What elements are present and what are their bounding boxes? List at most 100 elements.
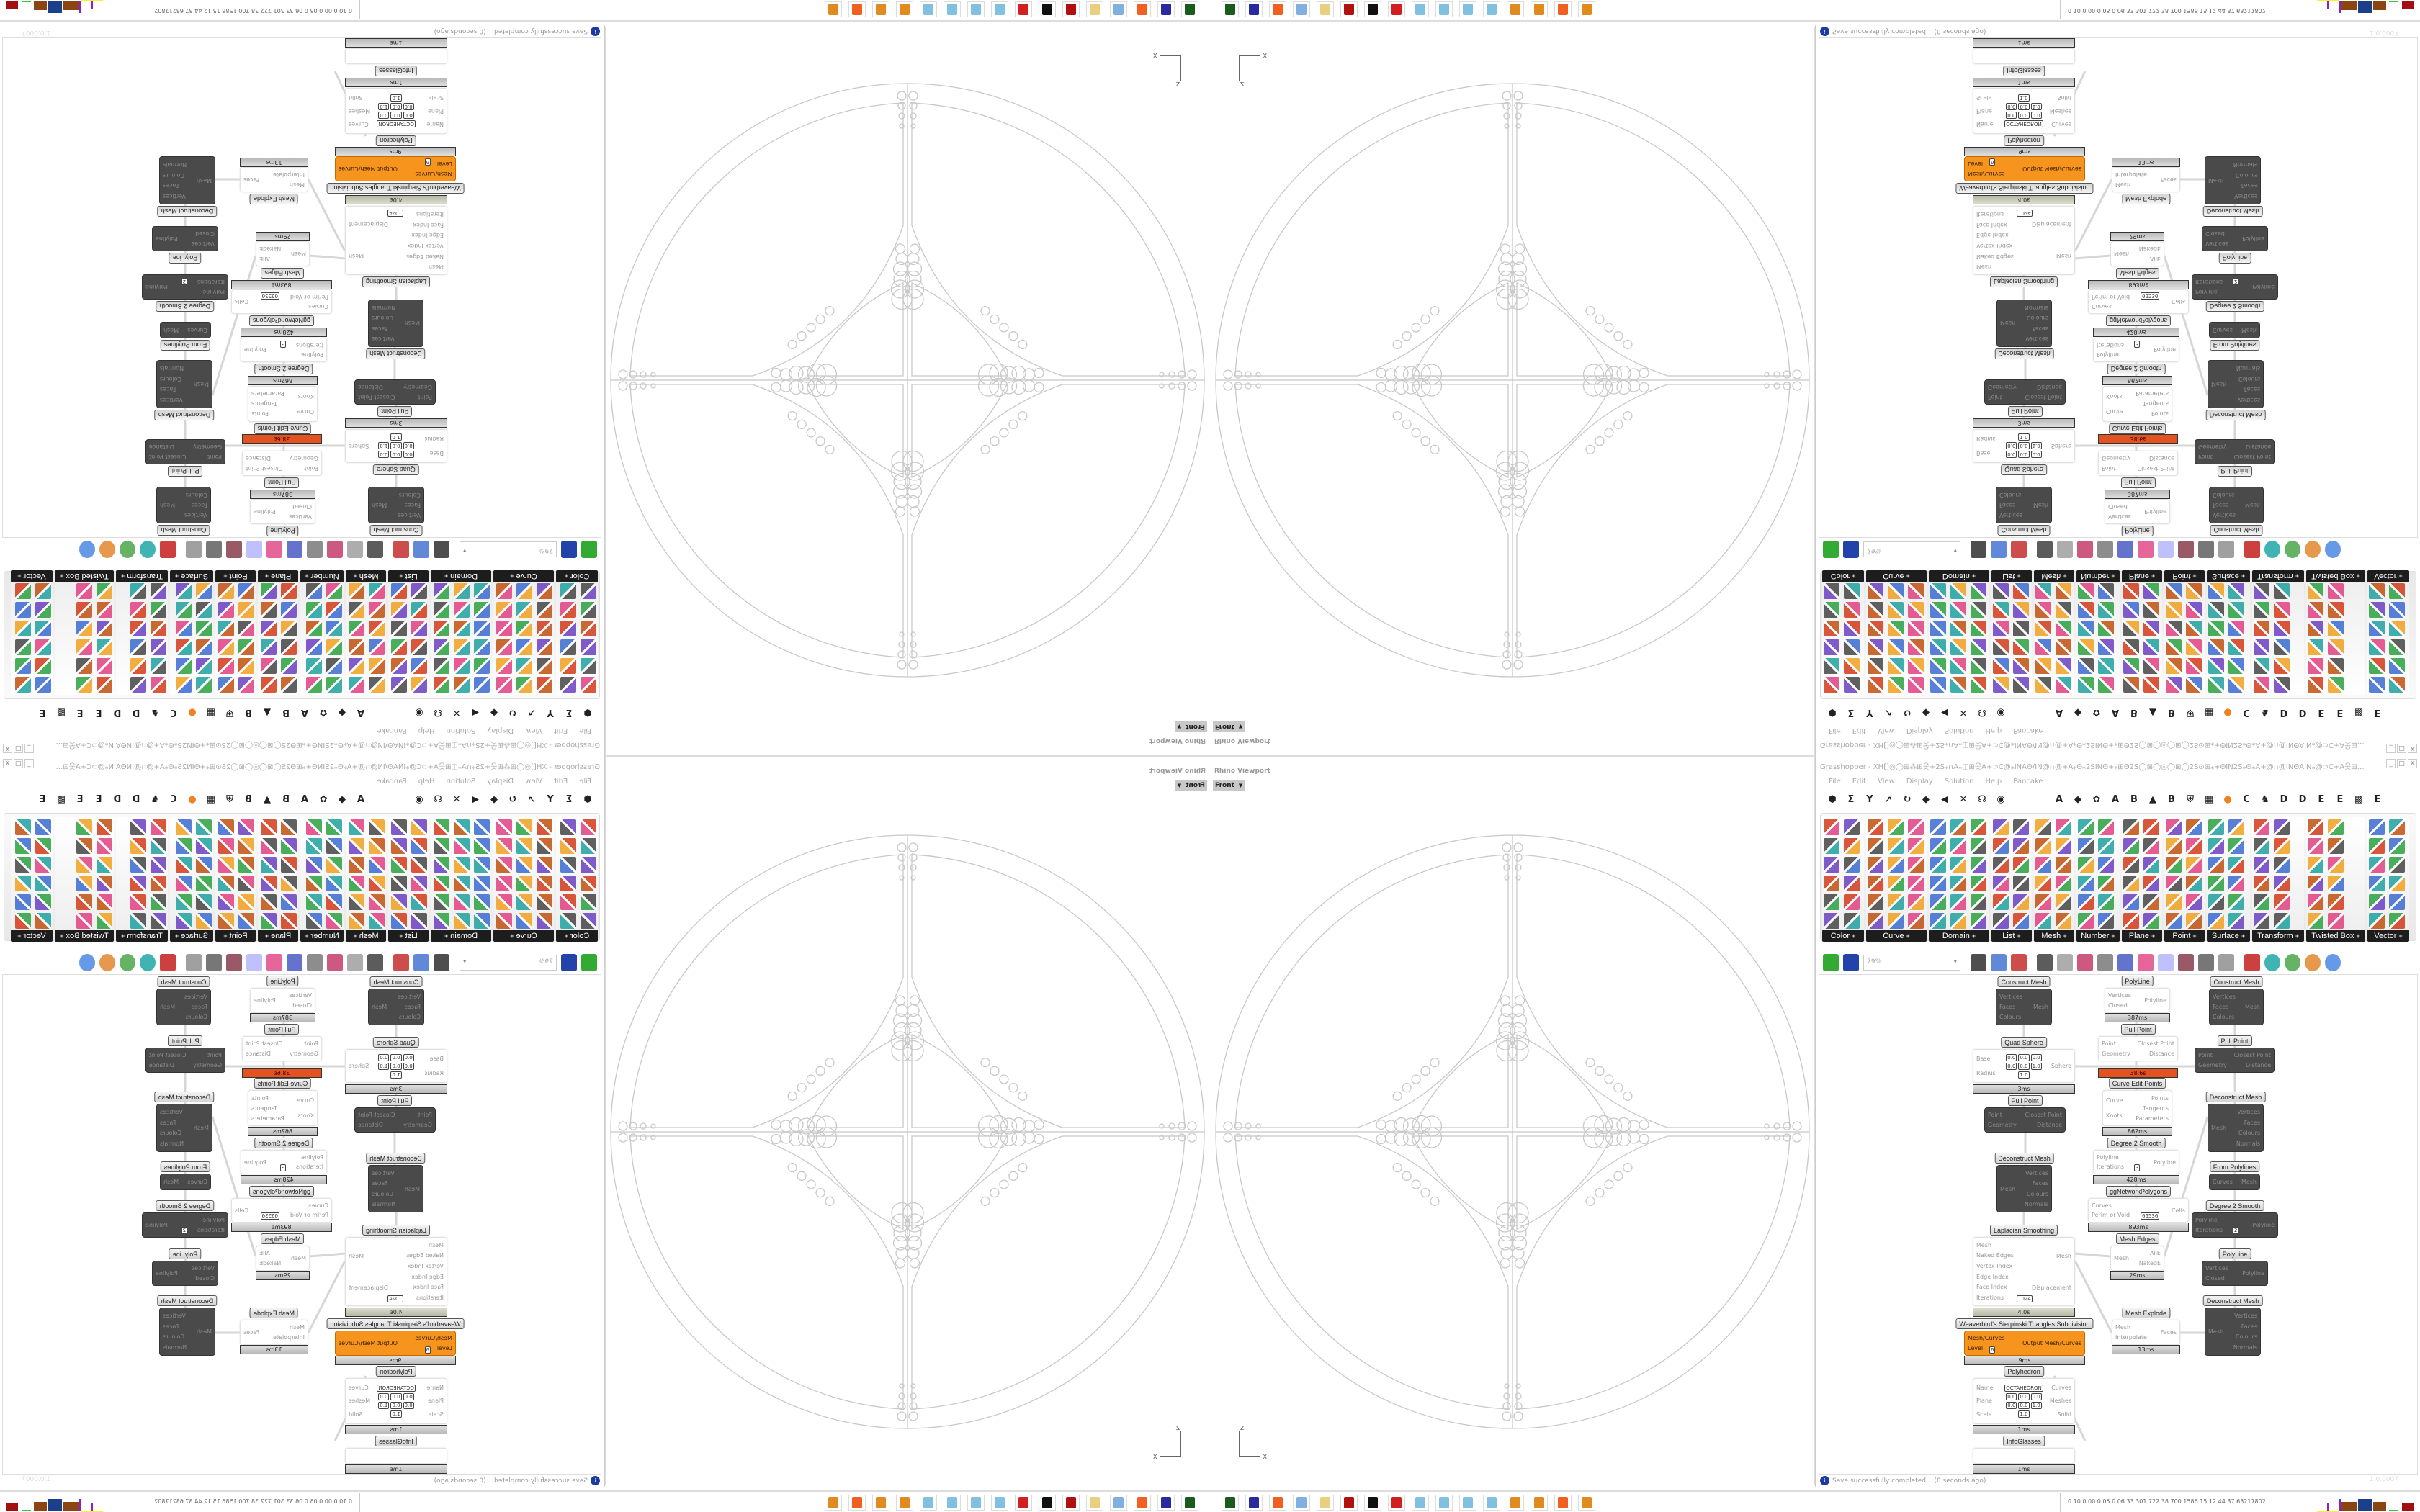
wire-icon[interactable] [226, 541, 242, 558]
component-icon[interactable] [2369, 639, 2385, 655]
component-icon[interactable] [434, 621, 449, 636]
component-icon[interactable] [2186, 894, 2202, 910]
output-param[interactable]: Faces [2032, 1180, 2048, 1187]
component-icon[interactable] [261, 658, 277, 674]
component-icon[interactable] [2013, 857, 2029, 873]
component-body[interactable]: Mesh/Curves Level Output Mesh/Curves 6 [335, 1331, 456, 1356]
component-icon[interactable] [2013, 583, 2029, 599]
component-icon[interactable] [97, 876, 112, 891]
component-body[interactable]: Mesh Interpolate Faces [240, 1320, 308, 1345]
input-param[interactable]: Base [1976, 1056, 1991, 1063]
taskbar-app-paint[interactable] [920, 1495, 937, 1511]
value-field[interactable]: 1.0 [378, 1402, 390, 1409]
component-icon[interactable] [2186, 677, 2202, 693]
component-icon[interactable] [581, 857, 596, 873]
plugin-icon[interactable]: E [39, 793, 46, 805]
input-param[interactable]: Geometry [2102, 455, 2130, 462]
plugin-icon[interactable]: ⬢ [1828, 707, 1837, 719]
plugin-icon[interactable]: A [357, 793, 365, 805]
input-param[interactable]: Vertices [2213, 993, 2236, 1000]
component-icon[interactable] [391, 819, 407, 835]
plugin-icon[interactable]: ↻ [1903, 793, 1912, 805]
component-icon[interactable] [2208, 639, 2224, 655]
value-field[interactable]: 3 [279, 341, 286, 348]
value-field[interactable]: 0.0 [378, 451, 390, 459]
input-param[interactable]: Name [1976, 121, 1994, 128]
taskbar-app-paint[interactable] [991, 1, 1008, 17]
plugin-icon[interactable]: B [282, 707, 290, 719]
value-field[interactable]: 0.0 [2006, 442, 2017, 450]
component-icon[interactable] [2228, 583, 2244, 599]
input-param[interactable]: Vertices [2213, 512, 2236, 519]
component-icon[interactable] [35, 819, 51, 835]
component-icon[interactable] [2013, 677, 2029, 693]
component-icon[interactable] [281, 819, 297, 835]
component-icon[interactable] [2228, 838, 2244, 854]
component-icon[interactable] [97, 894, 112, 910]
plugin-icon[interactable]: B [2168, 793, 2175, 805]
component-icon[interactable] [35, 602, 51, 618]
value-field[interactable]: 2 [181, 278, 187, 285]
component-body[interactable]: Mesh AllE NakedE [2110, 1246, 2164, 1271]
component-icon[interactable] [35, 658, 51, 674]
value-field[interactable]: 0.0 [403, 1053, 414, 1061]
input-param[interactable]: Vertices [192, 240, 215, 247]
taskbar-app-solidworks[interactable] [1062, 1495, 1080, 1511]
plugin-icon[interactable]: ◉ [415, 707, 424, 719]
wireframe-icon[interactable] [2218, 541, 2234, 558]
output-param[interactable]: Normals [2233, 161, 2257, 168]
output-param[interactable]: Polyline [2144, 508, 2166, 515]
plugin-icon[interactable]: ⛨ [226, 707, 233, 719]
green-shape-icon[interactable] [2285, 541, 2300, 558]
component-icon[interactable] [2078, 583, 2094, 599]
component-icon[interactable] [581, 838, 596, 854]
plugin-icon[interactable]: D [132, 793, 140, 805]
ribbon-tab[interactable]: Plane + [258, 930, 298, 942]
component-icon[interactable] [1930, 583, 1946, 599]
value-field[interactable]: 1.0 [2030, 1062, 2042, 1070]
taskbar-app-terminal[interactable] [1181, 1, 1198, 17]
component-icon[interactable] [2056, 894, 2071, 910]
component-icon[interactable] [196, 639, 212, 655]
component-body[interactable]: Curve Knots Points Tangents Parameters [248, 1090, 318, 1126]
component-icon[interactable] [218, 639, 234, 655]
value-field[interactable]: OCTAHEDRON [377, 120, 416, 127]
menu-pancake[interactable]: Pancake [377, 726, 407, 734]
plugin-icon[interactable]: ◀ [1941, 707, 1948, 719]
component-icon[interactable] [516, 602, 532, 618]
component-body[interactable]: Mesh Vertices Faces Colours Normals [156, 360, 212, 408]
input-param[interactable]: Mesh [196, 177, 212, 184]
output-param[interactable]: Closest Point [2025, 1112, 2062, 1119]
plugin-icon[interactable]: D [2298, 793, 2307, 805]
output-param[interactable]: Mesh [349, 1252, 364, 1259]
value-field[interactable]: 0.0 [403, 1402, 414, 1409]
ribbon-tab[interactable]: Curve + [493, 930, 554, 942]
close-button[interactable]: X [3, 744, 12, 753]
plugin-icon[interactable]: ➚ [527, 793, 536, 805]
expand-icon[interactable]: + [2017, 932, 2021, 940]
output-param[interactable]: NakedE [2138, 1259, 2161, 1266]
menu-file[interactable]: File [579, 726, 591, 734]
component-icon[interactable] [2013, 602, 2029, 618]
component-icon[interactable] [581, 819, 596, 835]
input-param[interactable]: Closed [195, 230, 215, 238]
value-field[interactable]: 1.0 [378, 442, 390, 450]
plugin-icon[interactable]: ▲ [2149, 707, 2156, 719]
component-icon[interactable] [176, 583, 192, 599]
input-param[interactable]: Face Index [413, 1284, 444, 1291]
output-param[interactable]: Colours [2235, 171, 2257, 179]
value-field[interactable]: 1.0 [2018, 1071, 2030, 1079]
component-icon[interactable] [1993, 913, 2009, 929]
component-icon[interactable] [76, 894, 92, 910]
component-icon[interactable] [151, 658, 166, 674]
expand-icon[interactable]: + [2398, 932, 2403, 940]
output-param[interactable]: Faces [243, 176, 260, 183]
component-icon[interactable] [1930, 876, 1946, 891]
output-param[interactable]: Closest Point [246, 1040, 283, 1048]
component-icon[interactable] [349, 658, 364, 674]
taskbar-app-firefox[interactable] [848, 1495, 866, 1511]
value-field[interactable]: 2 [2233, 278, 2239, 285]
input-param[interactable]: Interpolate [2115, 1333, 2147, 1341]
component-icon[interactable] [326, 876, 342, 891]
component-icon[interactable] [176, 658, 192, 674]
